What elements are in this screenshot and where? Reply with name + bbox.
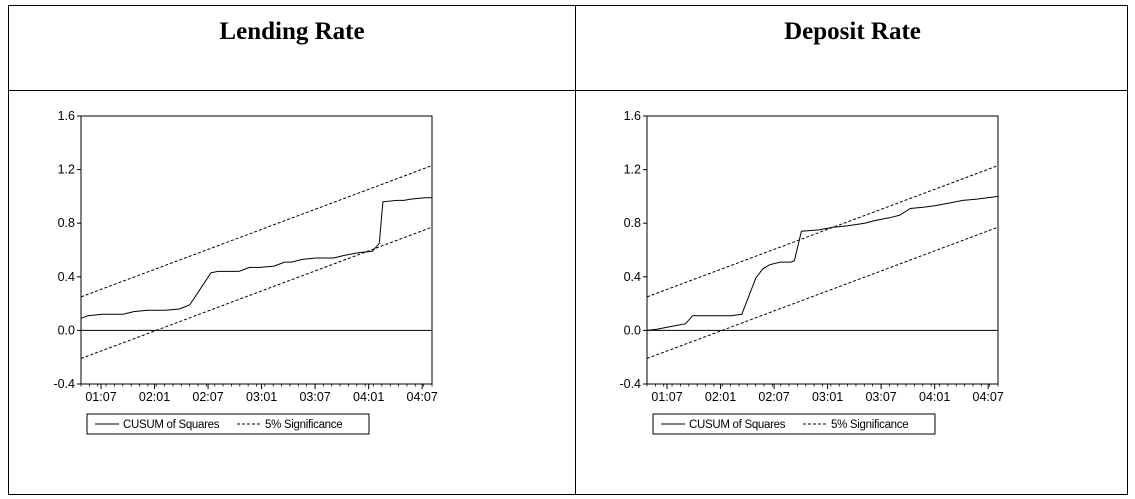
x-tick-label: 03:01 (246, 390, 277, 404)
x-tick-label: 02:01 (705, 390, 736, 404)
x-tick-label: 04:07 (407, 390, 438, 404)
series-significance-line (80, 226, 433, 359)
y-tick-label: -0.4 (619, 377, 641, 391)
series-significance-line (646, 165, 999, 298)
x-tick-label: 02:07 (192, 390, 223, 404)
legend-box (86, 413, 370, 435)
y-tick-label: 1.2 (624, 163, 641, 177)
plot-area (646, 115, 999, 385)
chart-lending-rate: 1.6 1.2 0.8 0.4 0.0 -0.4 01:07 02:01 02:07 03:01 0… (53, 109, 438, 435)
x-tick-label: 03:07 (299, 390, 330, 404)
y-tick-label: 1.2 (58, 163, 75, 177)
series-significance-line (646, 226, 999, 359)
table-column-divider (575, 6, 576, 494)
y-tick-label: 0.0 (58, 323, 75, 337)
y-tick-label: 0.8 (624, 216, 641, 230)
y-tick-label: 0.4 (624, 270, 641, 284)
x-tick-label: 04:01 (353, 390, 384, 404)
header-lending-rate: Lending Rate (219, 18, 365, 45)
x-tick-label: 04:01 (919, 390, 950, 404)
x-tick-label: 04:07 (973, 390, 1004, 404)
chart-deposit-rate: 1.6 1.2 0.8 0.4 0.0 -0.4 01:07 02:01 02:07 03:01 0… (619, 109, 1004, 435)
series-cusum-line (646, 195, 999, 331)
series-significance-line (80, 165, 433, 298)
table-frame: Lending Rate Deposit Rate 1.6 1.2 0.8 0.4 0.… (8, 5, 1128, 495)
y-tick-label: -0.4 (53, 377, 75, 391)
x-tick-label: 02:01 (139, 390, 170, 404)
plot-area (80, 115, 433, 385)
x-tick-label: 01:07 (85, 390, 116, 404)
legend-label-cusum: CUSUM of Squares (123, 419, 220, 431)
y-tick-label: 1.6 (58, 109, 75, 123)
table-row-divider (9, 90, 1127, 91)
legend-label-significance: 5% Significance (831, 419, 908, 431)
y-tick-label: 0.8 (58, 216, 75, 230)
legend-label-cusum: CUSUM of Squares (689, 419, 786, 431)
x-tick-label: 01:07 (651, 390, 682, 404)
y-tick-label: 1.6 (624, 109, 641, 123)
legend-label-significance: 5% Significance (265, 419, 342, 431)
header-deposit-rate: Deposit Rate (784, 18, 921, 45)
series-cusum-line (80, 197, 432, 319)
y-tick-label: 0.0 (624, 323, 641, 337)
legend-box (652, 413, 936, 435)
x-tick-label: 03:01 (812, 390, 843, 404)
y-tick-label: 0.4 (58, 270, 75, 284)
x-tick-label: 02:07 (758, 390, 789, 404)
x-tick-label: 03:07 (865, 390, 896, 404)
